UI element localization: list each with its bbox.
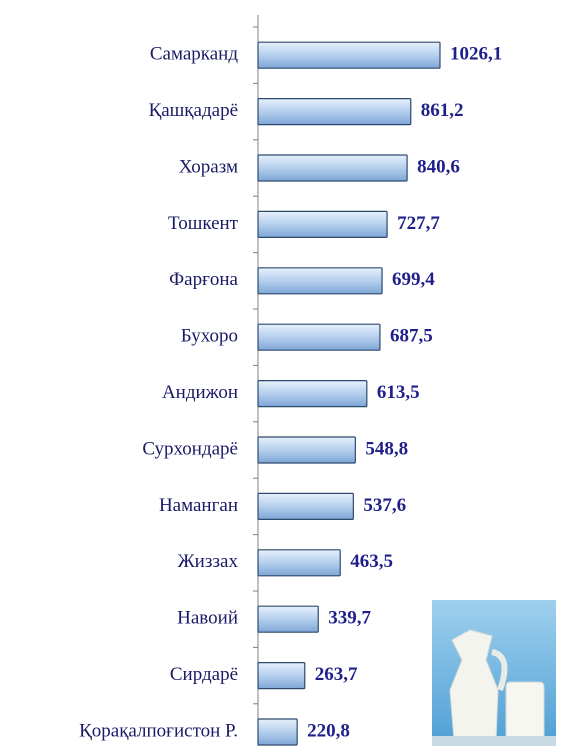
- category-label: Қорақалпоғистон Р.: [79, 720, 238, 741]
- value-label: 339,7: [328, 608, 371, 629]
- category-label: Тошкент: [168, 213, 239, 234]
- bar: [257, 661, 306, 690]
- category-label: Бухоро: [181, 326, 238, 347]
- value-label: 840,6: [417, 156, 460, 177]
- value-label: 861,2: [421, 100, 464, 121]
- value-label: 537,6: [363, 495, 406, 516]
- bar: [257, 549, 341, 577]
- milk-picture: [432, 600, 556, 746]
- category-label: Сирдарё: [170, 664, 238, 685]
- category-label: Жиззах: [178, 551, 239, 572]
- value-label: 687,5: [390, 326, 433, 347]
- bar: [257, 605, 319, 633]
- category-label: Сурхондарё: [142, 438, 238, 459]
- bar: [257, 436, 356, 464]
- bar: [257, 97, 412, 126]
- category-label: Фарғона: [169, 269, 238, 290]
- category-label: Хоразм: [179, 156, 238, 177]
- category-label: Қашқадарё: [149, 100, 238, 121]
- value-label: 463,5: [350, 551, 393, 572]
- category-label: Навоий: [177, 608, 238, 629]
- value-label: 699,4: [392, 269, 435, 290]
- bar: [257, 41, 441, 69]
- value-label: 263,7: [315, 664, 358, 685]
- value-label: 613,5: [377, 382, 420, 403]
- bar: [257, 718, 298, 746]
- bar: [257, 267, 383, 295]
- bar: [257, 323, 381, 351]
- bar: [257, 210, 388, 238]
- category-label: Наманган: [159, 495, 238, 516]
- bar: [257, 380, 368, 408]
- category-label: Андижон: [162, 382, 238, 403]
- bar: [257, 492, 354, 520]
- value-label: 548,8: [365, 438, 408, 459]
- value-label: 220,8: [307, 720, 350, 741]
- value-label: 727,7: [397, 213, 440, 234]
- bar: [257, 154, 408, 182]
- category-label: Самарканд: [150, 44, 238, 65]
- value-label: 1026,1: [450, 44, 502, 65]
